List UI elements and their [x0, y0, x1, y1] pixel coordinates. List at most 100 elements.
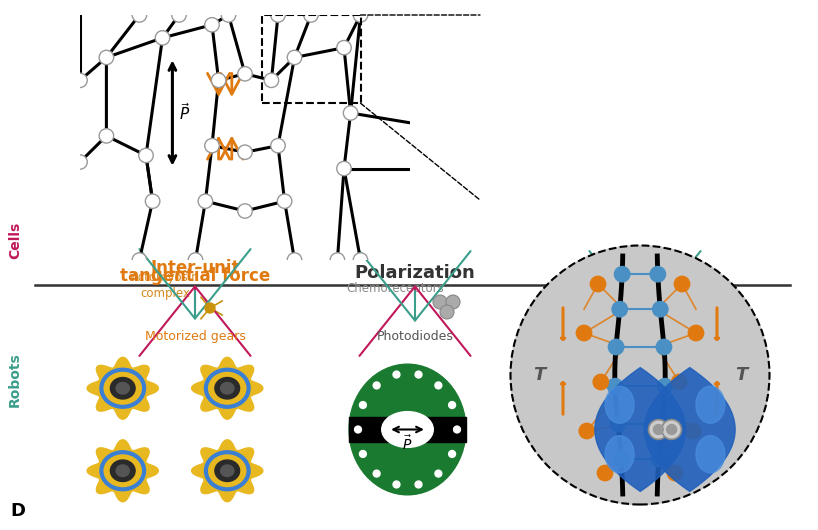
Circle shape — [204, 17, 219, 32]
Circle shape — [73, 155, 88, 169]
Circle shape — [204, 138, 219, 153]
Text: Actomyosin
complex: Actomyosin complex — [131, 271, 200, 300]
Circle shape — [303, 8, 318, 22]
Ellipse shape — [510, 245, 770, 505]
Circle shape — [658, 378, 672, 394]
Circle shape — [205, 303, 215, 313]
Circle shape — [667, 425, 676, 435]
Text: $\vec{P}$: $\vec{P}$ — [402, 434, 412, 453]
Circle shape — [662, 420, 681, 439]
Circle shape — [685, 423, 701, 439]
Polygon shape — [88, 440, 159, 502]
Polygon shape — [191, 357, 263, 419]
Circle shape — [353, 253, 368, 267]
Circle shape — [688, 325, 703, 341]
Circle shape — [704, 293, 716, 304]
Circle shape — [330, 253, 344, 267]
Ellipse shape — [605, 386, 634, 423]
Text: Motorized gears: Motorized gears — [145, 330, 245, 343]
Circle shape — [73, 73, 88, 87]
Circle shape — [238, 145, 252, 160]
Circle shape — [354, 426, 362, 433]
Circle shape — [610, 416, 626, 432]
Text: Chemoreceptors: Chemoreceptors — [346, 282, 444, 295]
Circle shape — [654, 416, 670, 432]
Circle shape — [593, 374, 609, 390]
Circle shape — [110, 460, 135, 481]
Circle shape — [215, 377, 240, 399]
Circle shape — [353, 8, 368, 22]
Text: Photodiodes: Photodiodes — [376, 330, 453, 343]
Circle shape — [435, 382, 442, 389]
Text: Inter-unit: Inter-unit — [151, 259, 240, 277]
Circle shape — [614, 452, 629, 467]
Text: Rolling magnets: Rolling magnets — [595, 330, 695, 343]
Circle shape — [579, 423, 595, 439]
Circle shape — [116, 383, 129, 394]
Circle shape — [653, 302, 668, 317]
Circle shape — [221, 465, 234, 476]
Circle shape — [656, 339, 672, 355]
Circle shape — [435, 470, 442, 477]
Circle shape — [393, 481, 400, 488]
Circle shape — [116, 465, 129, 476]
Ellipse shape — [349, 364, 466, 495]
Circle shape — [651, 452, 667, 467]
Circle shape — [359, 450, 366, 457]
Text: $\vec{P}$: $\vec{P}$ — [179, 102, 190, 123]
Circle shape — [667, 465, 683, 481]
Circle shape — [669, 293, 681, 304]
Text: T: T — [735, 366, 747, 384]
Circle shape — [607, 378, 622, 394]
Circle shape — [448, 402, 456, 409]
Circle shape — [198, 194, 213, 208]
Circle shape — [221, 383, 234, 394]
Circle shape — [172, 8, 187, 22]
Circle shape — [415, 371, 422, 378]
Polygon shape — [645, 368, 735, 491]
Text: Adhesion: Adhesion — [598, 264, 692, 282]
Circle shape — [415, 481, 422, 488]
Circle shape — [211, 73, 226, 87]
Text: tangential force: tangential force — [120, 267, 270, 285]
Circle shape — [133, 253, 146, 267]
Circle shape — [287, 253, 302, 267]
Circle shape — [446, 295, 460, 309]
Bar — [349, 417, 466, 442]
Polygon shape — [88, 357, 159, 419]
Circle shape — [373, 470, 380, 477]
Circle shape — [337, 40, 351, 55]
Circle shape — [99, 129, 114, 143]
Polygon shape — [191, 440, 263, 502]
Circle shape — [359, 402, 366, 409]
Circle shape — [614, 267, 630, 282]
Circle shape — [577, 325, 591, 341]
Ellipse shape — [382, 412, 434, 447]
Text: Robots: Robots — [8, 352, 22, 408]
Circle shape — [238, 204, 252, 218]
Circle shape — [133, 8, 146, 22]
Circle shape — [674, 276, 690, 292]
Text: Cells: Cells — [8, 222, 22, 259]
Circle shape — [672, 374, 687, 390]
Circle shape — [110, 377, 135, 399]
Circle shape — [591, 276, 605, 292]
Circle shape — [146, 194, 160, 208]
Circle shape — [448, 450, 456, 457]
Circle shape — [287, 50, 302, 65]
Circle shape — [277, 194, 292, 208]
Circle shape — [264, 73, 279, 87]
Circle shape — [609, 339, 624, 355]
Circle shape — [155, 31, 170, 45]
Circle shape — [440, 305, 454, 319]
Circle shape — [650, 267, 666, 282]
Circle shape — [238, 67, 252, 81]
Ellipse shape — [696, 386, 725, 423]
Circle shape — [271, 8, 285, 22]
Circle shape — [612, 302, 627, 317]
Circle shape — [344, 106, 357, 120]
Circle shape — [433, 295, 447, 309]
Circle shape — [99, 50, 114, 65]
Circle shape — [649, 420, 668, 439]
Polygon shape — [595, 368, 685, 491]
